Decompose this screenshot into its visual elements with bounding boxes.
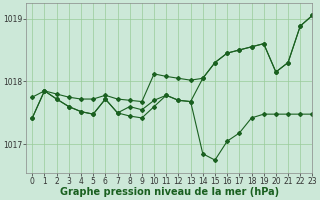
X-axis label: Graphe pression niveau de la mer (hPa): Graphe pression niveau de la mer (hPa) <box>60 187 279 197</box>
